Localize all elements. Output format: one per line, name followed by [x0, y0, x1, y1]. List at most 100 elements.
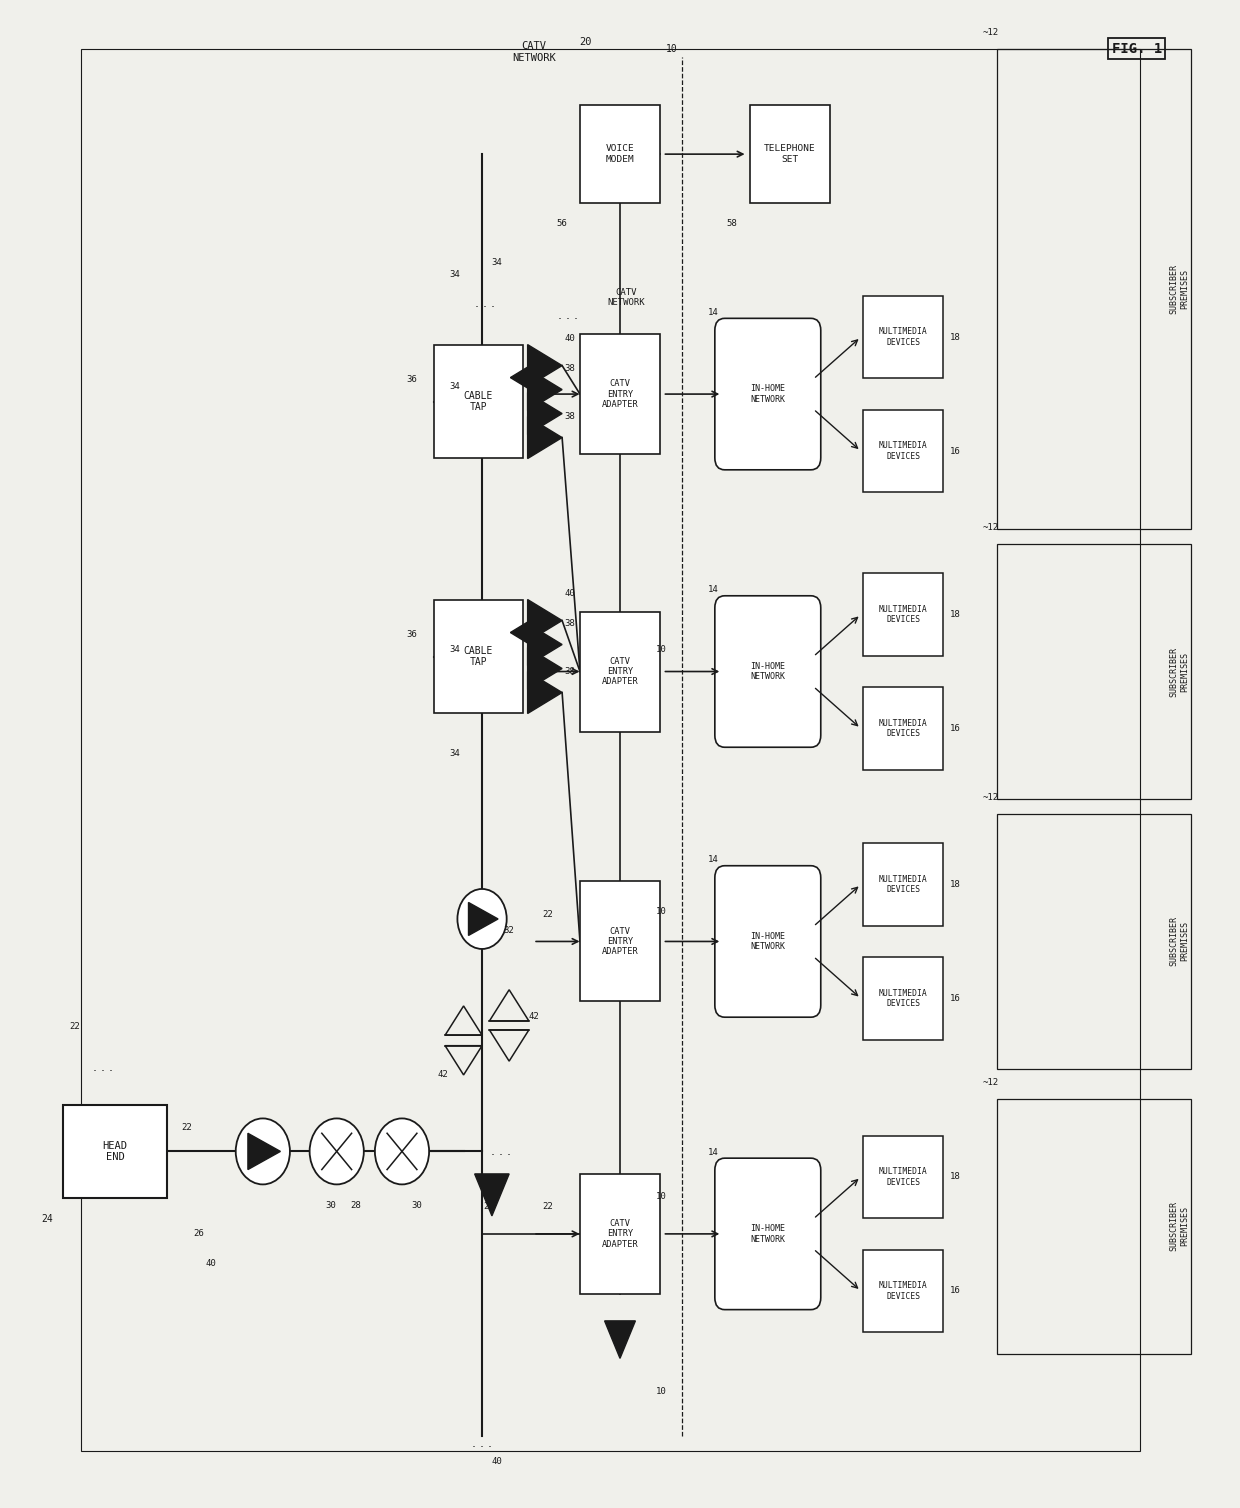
Text: IN-HOME
NETWORK: IN-HOME NETWORK	[750, 385, 785, 404]
Circle shape	[310, 1119, 363, 1184]
Polygon shape	[528, 600, 562, 641]
Text: 14: 14	[708, 1148, 718, 1157]
Bar	[580, 882, 660, 1001]
Text: . . .: . . .	[491, 1145, 511, 1158]
Polygon shape	[248, 1134, 280, 1170]
Text: MULTIMEDIA
DEVICES: MULTIMEDIA DEVICES	[879, 719, 928, 739]
Text: 56: 56	[557, 219, 568, 228]
Text: 38: 38	[564, 412, 575, 421]
Text: . . .: . . .	[472, 1437, 492, 1451]
Text: 38: 38	[564, 618, 575, 627]
Text: 14: 14	[708, 855, 718, 864]
Text: 14: 14	[708, 308, 718, 317]
Text: CATV
ENTRY
ADAPTER: CATV ENTRY ADAPTER	[601, 656, 639, 686]
Text: 38: 38	[564, 363, 575, 372]
Text: 42: 42	[528, 1012, 539, 1021]
FancyBboxPatch shape	[714, 1158, 821, 1309]
Text: IN-HOME
NETWORK: IN-HOME NETWORK	[750, 1224, 785, 1244]
Text: 36: 36	[405, 629, 417, 638]
Text: CATV
NETWORK: CATV NETWORK	[608, 288, 645, 308]
Text: CATV
NETWORK: CATV NETWORK	[512, 41, 556, 63]
Bar	[863, 843, 944, 926]
Polygon shape	[605, 1321, 635, 1359]
Text: 34: 34	[491, 258, 502, 267]
Text: 26: 26	[193, 1229, 205, 1238]
Text: 40: 40	[564, 335, 575, 344]
Text: CABLE
TAP: CABLE TAP	[464, 645, 494, 668]
Text: . . .: . . .	[475, 297, 495, 309]
Bar	[863, 958, 944, 1039]
Text: 10: 10	[666, 44, 677, 54]
Text: 42: 42	[438, 1071, 448, 1080]
Text: 30: 30	[412, 1200, 422, 1209]
Text: CATV
ENTRY
ADAPTER: CATV ENTRY ADAPTER	[601, 379, 639, 409]
Bar	[580, 612, 660, 731]
Bar	[863, 688, 944, 769]
Text: SUBSCRIBER
PREMISES: SUBSCRIBER PREMISES	[1169, 264, 1189, 314]
Text: 16: 16	[950, 994, 960, 1003]
Bar	[750, 106, 830, 204]
Text: MULTIMEDIA
DEVICES: MULTIMEDIA DEVICES	[879, 875, 928, 894]
Text: 58: 58	[727, 219, 738, 228]
Text: 38: 38	[564, 667, 575, 676]
Polygon shape	[528, 345, 562, 386]
Polygon shape	[528, 671, 562, 713]
Text: MULTIMEDIA
DEVICES: MULTIMEDIA DEVICES	[879, 327, 928, 347]
Bar	[863, 1136, 944, 1218]
Text: MULTIMEDIA
DEVICES: MULTIMEDIA DEVICES	[879, 989, 928, 1009]
Text: MULTIMEDIA
DEVICES: MULTIMEDIA DEVICES	[879, 1167, 928, 1187]
Text: HEAD
END: HEAD END	[103, 1140, 128, 1163]
Text: VOICE
MODEM: VOICE MODEM	[605, 145, 635, 164]
Bar	[997, 544, 1192, 799]
Text: IN-HOME
NETWORK: IN-HOME NETWORK	[750, 932, 785, 952]
Text: FIG. 1: FIG. 1	[1112, 42, 1162, 56]
Text: 22: 22	[542, 639, 553, 648]
Bar	[997, 814, 1192, 1069]
Polygon shape	[528, 368, 562, 410]
Text: CATV
ENTRY
ADAPTER: CATV ENTRY ADAPTER	[601, 1218, 639, 1249]
Text: 34: 34	[449, 270, 460, 279]
Polygon shape	[469, 902, 498, 935]
Bar	[863, 296, 944, 379]
Polygon shape	[528, 392, 562, 434]
Polygon shape	[528, 623, 562, 665]
Bar	[63, 1105, 167, 1197]
Text: 16: 16	[950, 724, 960, 733]
Text: ~12: ~12	[982, 523, 998, 532]
Text: 18: 18	[950, 881, 960, 890]
Text: 34: 34	[449, 382, 460, 391]
Bar	[863, 573, 944, 656]
Text: ~12: ~12	[982, 793, 998, 802]
Text: 22: 22	[542, 362, 553, 371]
Text: 10: 10	[656, 1191, 667, 1200]
Text: 18: 18	[950, 333, 960, 342]
Text: 24: 24	[41, 1214, 53, 1224]
Bar	[863, 1250, 944, 1332]
Text: 30: 30	[325, 1200, 336, 1209]
Text: 14: 14	[708, 585, 718, 594]
Bar	[997, 50, 1192, 529]
Bar	[580, 1173, 660, 1294]
Text: . . .: . . .	[93, 1062, 113, 1074]
Text: 22: 22	[542, 1202, 553, 1211]
Text: MULTIMEDIA
DEVICES: MULTIMEDIA DEVICES	[879, 1282, 928, 1300]
Bar	[863, 410, 944, 492]
Text: 40: 40	[564, 590, 575, 599]
Text: CATV
ENTRY
ADAPTER: CATV ENTRY ADAPTER	[601, 926, 639, 956]
Text: MULTIMEDIA
DEVICES: MULTIMEDIA DEVICES	[879, 605, 928, 624]
Bar	[580, 106, 660, 204]
Bar	[580, 335, 660, 454]
Text: TELEPHONE
SET: TELEPHONE SET	[764, 145, 816, 164]
Text: 34: 34	[449, 749, 460, 759]
Text: 34: 34	[449, 644, 460, 653]
Text: 28: 28	[350, 1200, 361, 1209]
Text: 22: 22	[482, 1202, 494, 1211]
FancyBboxPatch shape	[714, 596, 821, 748]
Text: 18: 18	[950, 1172, 960, 1181]
Polygon shape	[528, 416, 562, 458]
Text: IN-HOME
NETWORK: IN-HOME NETWORK	[750, 662, 785, 682]
Text: SUBSCRIBER
PREMISES: SUBSCRIBER PREMISES	[1169, 1202, 1189, 1252]
Text: 18: 18	[950, 611, 960, 618]
FancyBboxPatch shape	[714, 318, 821, 470]
Text: 22: 22	[181, 1123, 192, 1133]
